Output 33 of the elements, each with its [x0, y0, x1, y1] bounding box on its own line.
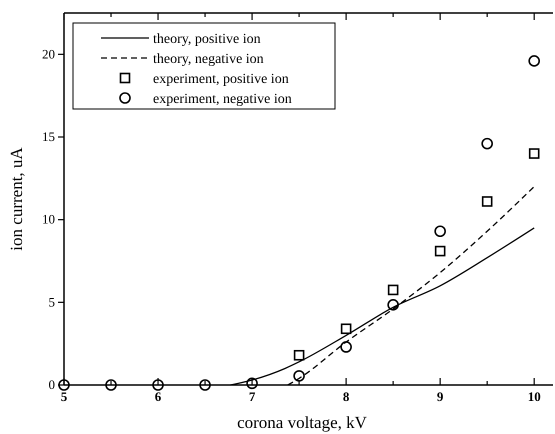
point — [434, 225, 446, 238]
x-tick-label: 6 — [154, 389, 162, 404]
point — [340, 341, 352, 353]
x-tick-label: 7 — [248, 389, 256, 404]
point — [528, 148, 540, 159]
y-tick-label: 0 — [48, 377, 55, 392]
legend-label: theory, positive ion — [153, 32, 261, 47]
point — [294, 350, 304, 361]
x-tick-label: 10 — [528, 389, 541, 404]
y-axis-title: ion current, uA — [7, 146, 26, 251]
y-tick-label: 10 — [42, 212, 55, 227]
point — [105, 379, 117, 391]
point — [152, 379, 164, 391]
x-tick-label: 5 — [60, 389, 68, 404]
point — [340, 323, 352, 334]
point — [199, 379, 211, 391]
legend-label: theory, negative ion — [153, 52, 264, 67]
point — [293, 370, 305, 382]
y-tick-label: 20 — [42, 46, 55, 62]
y-tick-label: 5 — [48, 294, 55, 310]
point — [434, 246, 446, 256]
point — [481, 138, 493, 150]
x-axis-title: corona voltage, kV — [237, 413, 368, 432]
point — [528, 55, 540, 67]
y-tick-label: 15 — [42, 129, 55, 144]
legend-label: experiment, negative ion — [153, 92, 292, 107]
point — [246, 378, 258, 390]
x-tick-label: 8 — [342, 389, 350, 404]
legend-label: experiment, positive ion — [153, 72, 289, 87]
point — [387, 299, 399, 311]
point — [388, 284, 398, 296]
x-tick-label: 9 — [436, 389, 444, 404]
point — [482, 196, 492, 207]
